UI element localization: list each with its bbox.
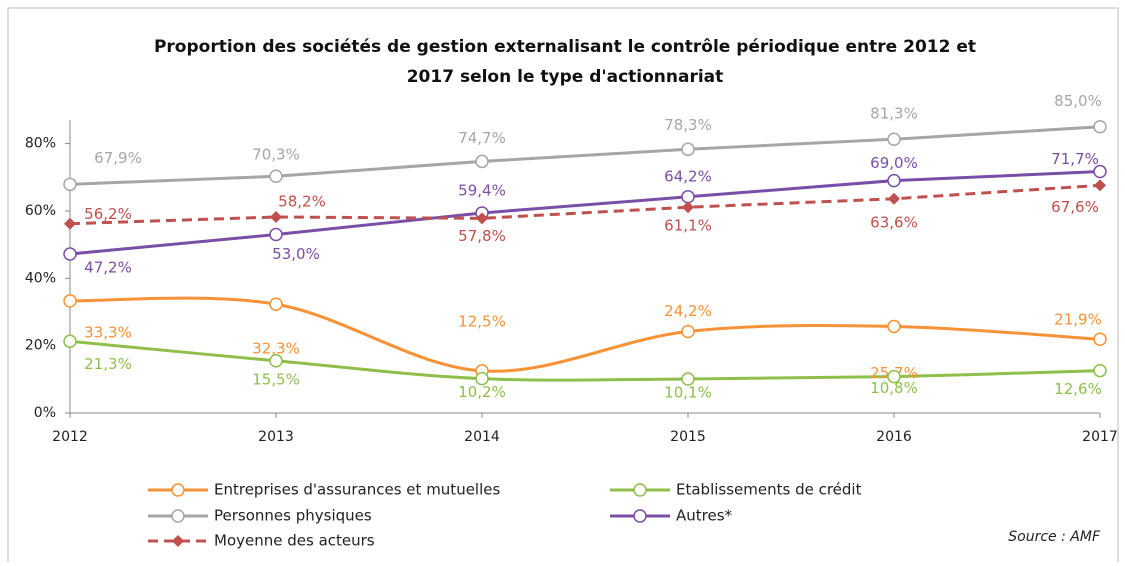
marker [63, 247, 77, 261]
data-label: 10,8% [870, 379, 918, 397]
data-label: 64,2% [664, 167, 712, 185]
x-tick-label: 2013 [258, 429, 294, 445]
x-tick-label: 2016 [876, 429, 912, 445]
series-line [69, 183, 1101, 226]
data-label: 78,3% [664, 116, 712, 134]
data-label: 63,6% [870, 213, 918, 231]
y-tick-label: 0% [34, 405, 56, 421]
marker [887, 319, 901, 334]
data-label: 24,2% [664, 302, 712, 320]
data-label: 53,0% [272, 245, 320, 263]
data-label: 10,2% [458, 383, 506, 401]
marker [269, 227, 283, 242]
data-label: 56,2% [84, 205, 132, 223]
marker [269, 169, 283, 183]
marker [64, 217, 76, 230]
marker [1093, 119, 1107, 134]
legend-marker [171, 483, 185, 497]
marker [63, 177, 77, 192]
y-tick-label: 20% [25, 338, 56, 354]
legend-marker [172, 535, 184, 547]
marker [63, 294, 77, 308]
marker [1093, 332, 1107, 346]
marker [475, 154, 489, 169]
data-label: 21,3% [84, 355, 132, 373]
legend-label: Personnes physiques [214, 507, 372, 525]
y-tick-label: 60% [25, 203, 56, 219]
data-label: 15,5% [252, 370, 300, 388]
chart-title: 2017 selon le type d'actionnariat [407, 67, 724, 87]
data-label: 67,6% [1051, 198, 1099, 216]
legend-label: Moyenne des acteurs [214, 532, 375, 550]
legend-label: Autres* [676, 507, 733, 525]
marker [269, 297, 283, 311]
legend-marker [633, 509, 647, 523]
x-tick-label: 2015 [670, 429, 706, 445]
marker [681, 142, 695, 157]
marker [887, 369, 901, 384]
data-label: 12,6% [1054, 380, 1102, 398]
series-line [69, 125, 1101, 186]
chart-frame [7, 7, 1119, 566]
data-label: 33,3% [84, 323, 132, 341]
data-label: 59,4% [458, 181, 506, 199]
data-label: 67,9% [94, 149, 142, 167]
data-label: 81,3% [870, 105, 918, 123]
x-tick-label: 2012 [52, 429, 88, 445]
data-label: 58,2% [278, 192, 326, 210]
marker [476, 212, 488, 225]
data-label: 57,8% [458, 227, 506, 245]
marker [681, 190, 695, 204]
data-label: 85,0% [1054, 92, 1102, 110]
y-tick-label: 80% [25, 136, 56, 152]
series-line [69, 339, 1101, 382]
legend-marker [633, 483, 647, 497]
data-label: 61,1% [664, 217, 712, 235]
marker [681, 372, 695, 386]
marker [887, 132, 901, 146]
data-label: 69,0% [870, 154, 918, 172]
data-label: 47,2% [84, 259, 132, 277]
marker [1093, 164, 1107, 179]
series-line [69, 296, 1101, 373]
source: Source : AMF [1008, 529, 1101, 545]
marker [888, 192, 900, 205]
data-label: 74,7% [458, 129, 506, 147]
marker [1094, 179, 1106, 192]
series-line [69, 170, 1101, 256]
x-tick-label: 2017 [1082, 429, 1118, 445]
marker [269, 354, 283, 368]
x-tick-label: 2014 [464, 429, 500, 445]
y-tick-label: 40% [25, 270, 56, 286]
marker [682, 201, 694, 214]
data-label: 32,3% [252, 340, 300, 358]
legend-marker [171, 509, 185, 523]
data-label: 21,9% [1054, 311, 1102, 329]
chart-title: Proportion des sociétés de gestion exter… [154, 37, 976, 57]
marker [1093, 363, 1107, 378]
legend-label: Entreprises d'assurances et mutuelles [214, 481, 500, 499]
data-label: 70,3% [252, 146, 300, 164]
marker [681, 324, 695, 339]
data-label: 10,1% [664, 383, 712, 401]
legend-label: Etablissements de crédit [676, 481, 862, 499]
marker [887, 173, 901, 188]
marker [475, 371, 489, 386]
marker [63, 334, 77, 349]
marker [270, 210, 282, 223]
data-label: 12,5% [458, 312, 506, 330]
data-label: 71,7% [1051, 150, 1099, 168]
